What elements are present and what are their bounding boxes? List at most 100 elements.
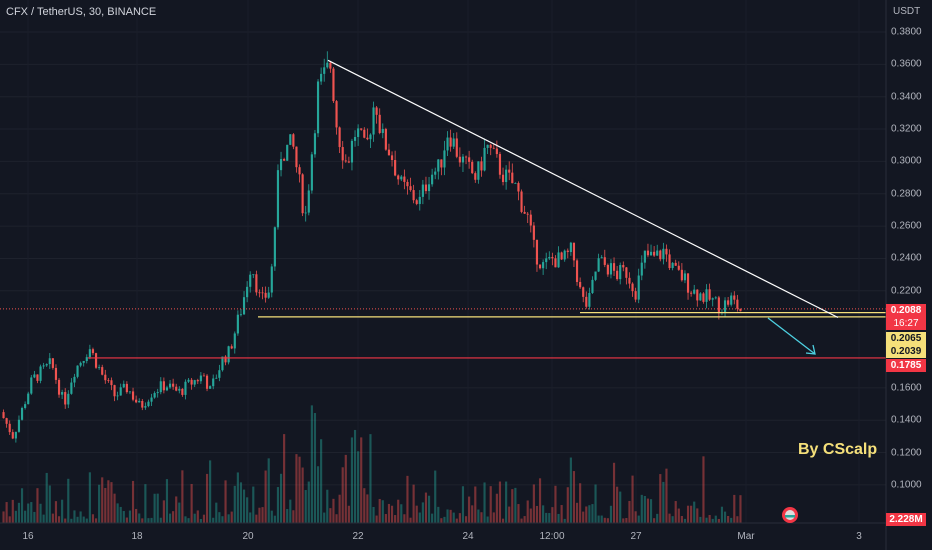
volume-bar [736,516,739,523]
candle [54,367,58,380]
candle [690,292,693,294]
candle [369,134,372,140]
candle [116,395,119,397]
candle [643,250,646,263]
candle [344,160,347,162]
volume-bar [141,518,144,523]
candles [2,51,742,443]
candle [30,377,33,394]
candle [181,388,184,395]
candle [372,107,375,135]
volume-bars [2,405,742,523]
candle [150,397,153,402]
volume-bar [57,516,61,523]
candle [656,250,659,256]
volume-bar [452,512,455,523]
volume-bar [730,517,733,523]
price-tick: 0.3800 [891,26,922,38]
candle [255,274,258,293]
candle [431,174,434,185]
volume-bar [501,518,505,523]
volume-bar [557,513,560,523]
candle [135,399,138,403]
candle [489,144,492,148]
volume-bar [116,503,119,523]
volume-bar [554,485,557,523]
candle [434,171,437,175]
volume-bar [569,457,572,523]
volume-bar [353,429,357,523]
volume-bar [720,506,724,523]
candle [653,251,656,256]
candle [8,423,11,433]
candle [612,263,616,271]
volume-bar [295,454,298,523]
volume-bar [128,510,132,523]
candle [659,250,662,260]
volume-bar [320,439,323,523]
volume-bar [612,462,616,523]
volume-bar [538,478,542,523]
candle [622,265,625,268]
volume-bar [637,515,640,523]
volume-bar [17,502,21,523]
volume-bar [147,518,150,523]
candle [168,383,172,388]
time-tick: 24 [462,531,474,542]
candle [594,271,597,280]
candle [110,380,113,386]
volume-bar [622,518,625,523]
volume-bar [403,514,406,523]
candle [88,349,91,358]
candle [717,297,720,314]
volume-bar [375,515,378,523]
candle [443,150,446,168]
flag-icon[interactable] [782,507,798,523]
candle [680,269,683,281]
volume-bar [514,487,517,523]
candle [727,300,730,305]
price-tick: 0.3000 [891,155,922,167]
candle [606,264,609,275]
candle [545,258,548,263]
volume-bar [532,484,535,523]
price-tick: 0.1200 [891,447,922,459]
candle [631,283,634,292]
candle [603,257,606,265]
volume-bar [82,516,85,523]
volume-bar [104,487,107,523]
volume-bar [649,499,653,523]
volume-bar [230,511,233,523]
candle [289,134,292,145]
time-tick: Mar [737,531,755,542]
price-tick: 0.1400 [891,414,922,426]
candle [98,367,101,368]
volume-bar [48,485,51,523]
candle [579,281,582,288]
candle [224,356,227,363]
candle [2,412,5,419]
volume-bar [178,502,181,523]
volume-bar [677,508,680,523]
volume-bar [304,490,307,523]
candle [73,376,76,383]
candle [677,265,680,270]
candle [582,287,585,297]
target-arrowhead [805,344,816,355]
trend-line [327,59,839,319]
volume-bar [54,501,58,523]
candle [699,293,702,301]
volume-bar [119,506,122,523]
volume-bar [61,499,64,523]
candle [178,388,181,391]
volume-bar [98,484,101,523]
volume-bar [603,517,606,523]
volume-bar [535,505,539,523]
candle [686,273,690,293]
candle [187,379,190,382]
volume-bar [184,516,187,523]
volume-bar [193,513,196,523]
volume-bar [335,514,338,523]
candle [27,393,30,405]
